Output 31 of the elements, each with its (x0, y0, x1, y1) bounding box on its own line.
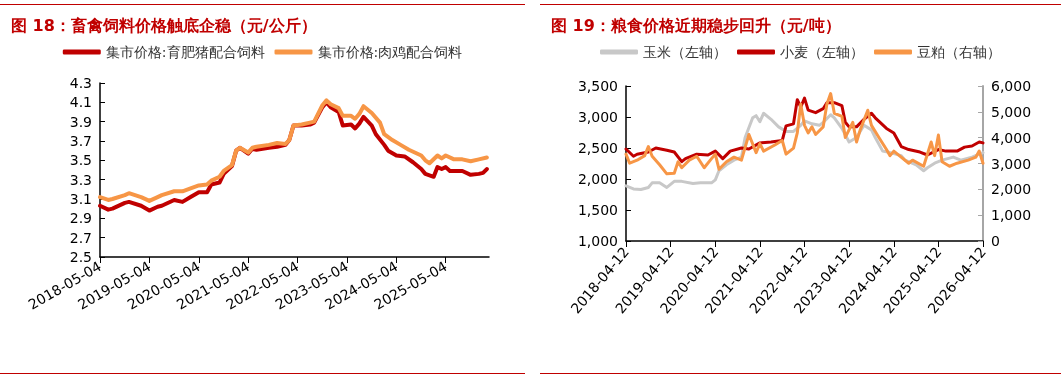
y-tick-label: 3.9 (69, 113, 92, 130)
y-tick-label: 2,500 (577, 140, 618, 156)
y-tick-label: 3.5 (69, 152, 92, 169)
y-tick-label: 2.5 (69, 249, 92, 265)
chart-title: 图 19：粮食价格近期稳步回升（元/吨） (551, 15, 841, 35)
line-series (624, 92, 985, 176)
y-tick-label: 3,000 (577, 109, 618, 125)
y-tick-label: 4.1 (69, 94, 92, 111)
y-tick-label: 3.7 (69, 133, 92, 149)
legend-label: 玉米（左轴） (643, 44, 727, 60)
y2-tick-label: 2,000 (991, 181, 1032, 198)
y-tick-label: 1,500 (577, 202, 618, 218)
y-tick-label: 2.9 (69, 210, 92, 227)
legend-label: 集市价格:肉鸡配合饲料 (317, 44, 463, 60)
y-tick-label: 2,000 (577, 171, 618, 187)
y-tick-label: 3.3 (69, 171, 92, 188)
legend-label: 豆粕（右轴） (917, 44, 1001, 60)
y2-tick-label: 4,000 (991, 129, 1032, 146)
y2-tick-label: 5,000 (991, 103, 1032, 120)
y-tick-label: 2.7 (69, 229, 92, 246)
y-tick-label: 1,000 (577, 233, 618, 249)
y2-tick-label: 1,000 (991, 207, 1032, 224)
legend-label: 小麦（左轴） (780, 44, 864, 60)
y2-tick-label: 3,000 (991, 155, 1032, 172)
y2-tick-label: 6,000 (991, 78, 1032, 94)
legend-label: 集市价格:育肥猪配合饲料 (105, 44, 265, 60)
chart-title: 图 18：畜禽饲料价格触底企稳（元/公斤） (11, 15, 317, 35)
y-tick-label: 3,500 (577, 78, 618, 94)
y-tick-label: 3.1 (69, 191, 92, 207)
y2-tick-label: 0 (991, 233, 1000, 249)
y-tick-label: 4.3 (69, 75, 92, 91)
